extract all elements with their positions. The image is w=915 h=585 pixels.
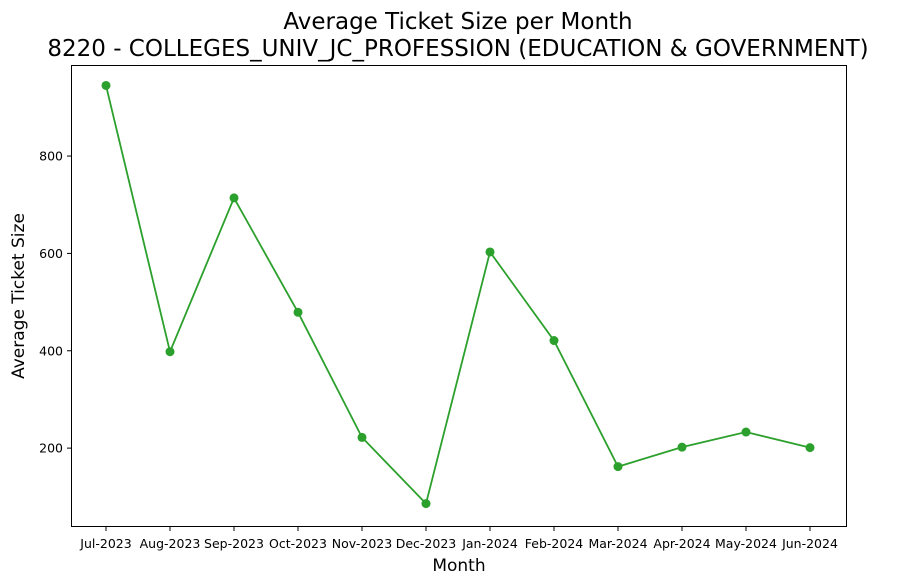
plot-frame (71, 65, 847, 527)
x-tick-label: Mar-2024 (588, 536, 647, 551)
x-tick-label: Aug-2023 (140, 536, 201, 551)
data-point (101, 80, 111, 90)
data-point (421, 499, 431, 509)
data-point (741, 427, 751, 437)
x-tick-label: Apr-2024 (653, 536, 710, 551)
x-axis: Jul-2023 Aug-2023 Sep-2023 Oct-2023 Nov-2023… (79, 526, 838, 551)
x-tick-label: Sep-2023 (204, 536, 264, 551)
x-tick-label: Oct-2023 (269, 536, 327, 551)
y-axis-label: Average Ticket Size (9, 213, 29, 379)
chart-title: Average Ticket Size per Month (283, 9, 632, 35)
y-axis: 200 400 600 800 (39, 149, 72, 456)
chart-subtitle: 8220 - COLLEGES_UNIV_JC_PROFESSION (EDUC… (47, 36, 868, 62)
x-tick-label: May-2024 (715, 536, 777, 551)
y-tick-label: 800 (39, 149, 63, 164)
series-line (105, 85, 811, 506)
data-point (357, 432, 367, 442)
series-layer (101, 80, 815, 509)
data-point (805, 443, 815, 453)
y-tick-label: 600 (39, 246, 63, 261)
x-tick-label: Jun-2024 (781, 536, 838, 551)
x-tick-label: Feb-2024 (525, 536, 584, 551)
data-point (613, 462, 623, 472)
data-point (229, 193, 239, 203)
y-tick-label: 400 (39, 343, 63, 358)
x-axis-label: Month (432, 556, 485, 576)
x-tick-label: Nov-2023 (332, 536, 392, 551)
x-tick-label: Dec-2023 (396, 536, 457, 551)
plot-area: 200 400 600 800 Jul-2023 Aug-2023 Sep-2023 Oct… (39, 65, 847, 551)
x-tick-label: Jul-2023 (79, 536, 131, 551)
y-tick-label: 200 (39, 441, 63, 456)
data-point (677, 442, 687, 452)
data-point (293, 307, 303, 317)
data-point (165, 347, 175, 357)
data-point (549, 336, 559, 346)
data-point (485, 247, 495, 257)
x-tick-label: Jan-2024 (461, 536, 518, 551)
